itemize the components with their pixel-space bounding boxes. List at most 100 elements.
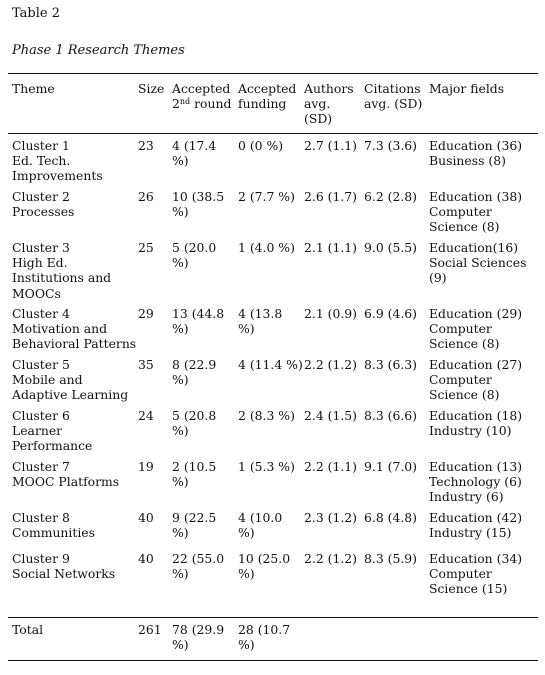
table-title: Phase 1 Research Themes — [12, 43, 185, 58]
cell-funding: 1 (5.3 %) — [238, 459, 295, 474]
cell-major-fields-line: Science (8) — [429, 336, 500, 352]
cell-theme-line: Cluster 1 — [12, 138, 70, 153]
cell-funding: 1 (4.0 %) — [238, 240, 295, 255]
cell-major-fields: Education (34) Computer Science (15) — [429, 551, 522, 597]
cell-authors: 2.2 (1.1) — [304, 459, 358, 474]
table-bottom-rule — [8, 660, 538, 661]
cell-major-fields-line: Computer — [429, 204, 492, 220]
header-accepted-round-word: round — [190, 96, 232, 112]
cell-theme-line: Cluster 7 — [12, 459, 70, 474]
cell-major-fields-line: Industry (6) — [429, 489, 504, 505]
cell-authors: 2.4 (1.5) — [304, 408, 358, 423]
cell-theme: Cluster 7 MOOC Platforms — [12, 459, 119, 489]
cell-funding-line: 4 (10.0 — [238, 510, 283, 525]
cell-major-fields-line: Science (8) — [429, 387, 500, 403]
cell-accepted-line: 13 (44.8 — [172, 306, 225, 321]
cell-citations: 8.3 (6.6) — [364, 408, 418, 423]
cell-theme-line: High Ed. — [12, 255, 68, 271]
cell-major-fields: Education (18) Industry (10) — [429, 408, 522, 438]
cell-major-fields-line: Education (36) — [429, 138, 523, 153]
cell-size: 35 — [138, 357, 154, 372]
cell-major-fields-line: Education (42) — [429, 510, 523, 525]
cell-accepted: 9 (22.5%) — [172, 510, 216, 540]
header-citations-line1: Citations — [364, 81, 421, 96]
cell-theme-line: Cluster 5 — [12, 357, 70, 372]
cell-major-fields: Education (42) Industry (15) — [429, 510, 522, 540]
cell-theme-line: Communities — [12, 525, 95, 541]
cell-theme-line: Cluster 8 — [12, 510, 70, 525]
total-top-rule — [8, 617, 538, 618]
cell-accepted: 10 (38.5%) — [172, 189, 224, 219]
cell-funding: 2 (7.7 %) — [238, 189, 295, 204]
cell-accepted-line: %) — [172, 474, 189, 490]
cell-major-fields: Education (38) Computer Science (8) — [429, 189, 522, 235]
cell-major-fields-line: Technology (6) — [429, 474, 522, 490]
cell-citations: 9.1 (7.0) — [364, 459, 418, 474]
cell-total-accepted-line: 78 (29.9 — [172, 622, 225, 637]
cell-major-fields-line: Computer — [429, 372, 492, 388]
cell-theme: Cluster 9 Social Networks — [12, 551, 115, 581]
cell-theme-line: Cluster 2 — [12, 189, 70, 204]
cell-accepted: 2 (10.5%) — [172, 459, 216, 489]
cell-major-fields-line: Education (13) — [429, 459, 523, 474]
cell-accepted: 5 (20.8%) — [172, 408, 216, 438]
header-accepted-ordinal-suffix: nd — [179, 97, 191, 107]
cell-accepted-line: 5 (20.8 — [172, 408, 217, 423]
cell-total-funding-line: %) — [238, 637, 255, 653]
cell-theme-line: Learner — [12, 423, 63, 439]
cell-theme-line: MOOCs — [12, 285, 61, 301]
cell-total-funding-line: 28 (10.7 — [238, 622, 291, 637]
header-accepted-funding: Accepted funding — [238, 81, 296, 111]
cell-funding: 4 (13.8%) — [238, 306, 282, 336]
header-authors-line2: avg. — [304, 96, 331, 112]
cell-major-fields: Education(16) Social Sciences (9) — [429, 240, 526, 286]
cell-authors: 2.1 (1.1) — [304, 240, 358, 255]
cell-theme-line: Cluster 9 — [12, 551, 70, 566]
cell-major-fields-line: Education (29) — [429, 306, 523, 321]
cell-theme-line: Improvements — [12, 168, 103, 184]
cell-funding: 0 (0 %) — [238, 138, 283, 153]
cell-theme-line: Mobile and — [12, 372, 83, 388]
cell-major-fields-line: Education (34) — [429, 551, 523, 566]
cell-accepted-line: %) — [172, 321, 189, 337]
header-major-fields: Major fields — [429, 81, 505, 96]
cell-major-fields-line: Business (8) — [429, 153, 506, 169]
cell-citations: 6.9 (4.6) — [364, 306, 418, 321]
cell-size: 29 — [138, 306, 154, 321]
cell-theme-line: Processes — [12, 204, 75, 220]
cell-theme: Cluster 2 Processes — [12, 189, 74, 219]
header-theme: Theme — [12, 81, 55, 96]
cell-major-fields-line: Computer — [429, 566, 492, 582]
header-size: Size — [138, 81, 165, 96]
cell-accepted-line: 10 (38.5 — [172, 189, 225, 204]
cell-accepted-line: 4 (17.4 — [172, 138, 217, 153]
cell-major-fields: Education (13) Technology (6) Industry (6) — [429, 459, 522, 505]
cell-funding-line: %) — [238, 566, 255, 582]
cell-major-fields: Education (27) Computer Science (8) — [429, 357, 522, 403]
cell-authors: 2.6 (1.7) — [304, 189, 358, 204]
header-authors: Authors avg. (SD) — [304, 81, 354, 127]
header-authors-line1: Authors — [304, 81, 354, 96]
cell-major-fields-line: Education (27) — [429, 357, 523, 372]
cell-citations: 9.0 (5.5) — [364, 240, 418, 255]
header-funding-line1: Accepted — [238, 81, 297, 96]
header-bottom-rule — [8, 133, 538, 134]
cell-authors: 2.1 (0.9) — [304, 306, 358, 321]
cell-theme: Cluster 3 High Ed. Institutions and MOOCs — [12, 240, 111, 301]
cell-major-fields: Education (29) Computer Science (8) — [429, 306, 522, 352]
cell-theme-line: Social Networks — [12, 566, 116, 582]
cell-theme-line: Motivation and — [12, 321, 108, 337]
cell-funding-line: 2 (8.3 %) — [238, 408, 295, 423]
cell-accepted-line: %) — [172, 153, 189, 169]
cell-theme-line: Cluster 3 — [12, 240, 70, 255]
cell-theme: Cluster 4 Motivation and Behavioral Patter… — [12, 306, 136, 352]
header-funding-line2: funding — [238, 96, 287, 112]
cell-authors: 2.2 (1.2) — [304, 357, 358, 372]
cell-theme: Cluster 8 Communities — [12, 510, 95, 540]
cell-citations: 6.2 (2.8) — [364, 189, 418, 204]
cell-major-fields-line: Social Sciences — [429, 255, 527, 271]
cell-theme-line: Institutions and — [12, 270, 112, 286]
cell-authors: 2.2 (1.2) — [304, 551, 358, 566]
cell-theme: Cluster 1 Ed. Tech. Improvements — [12, 138, 103, 184]
cell-accepted-line: 9 (22.5 — [172, 510, 217, 525]
